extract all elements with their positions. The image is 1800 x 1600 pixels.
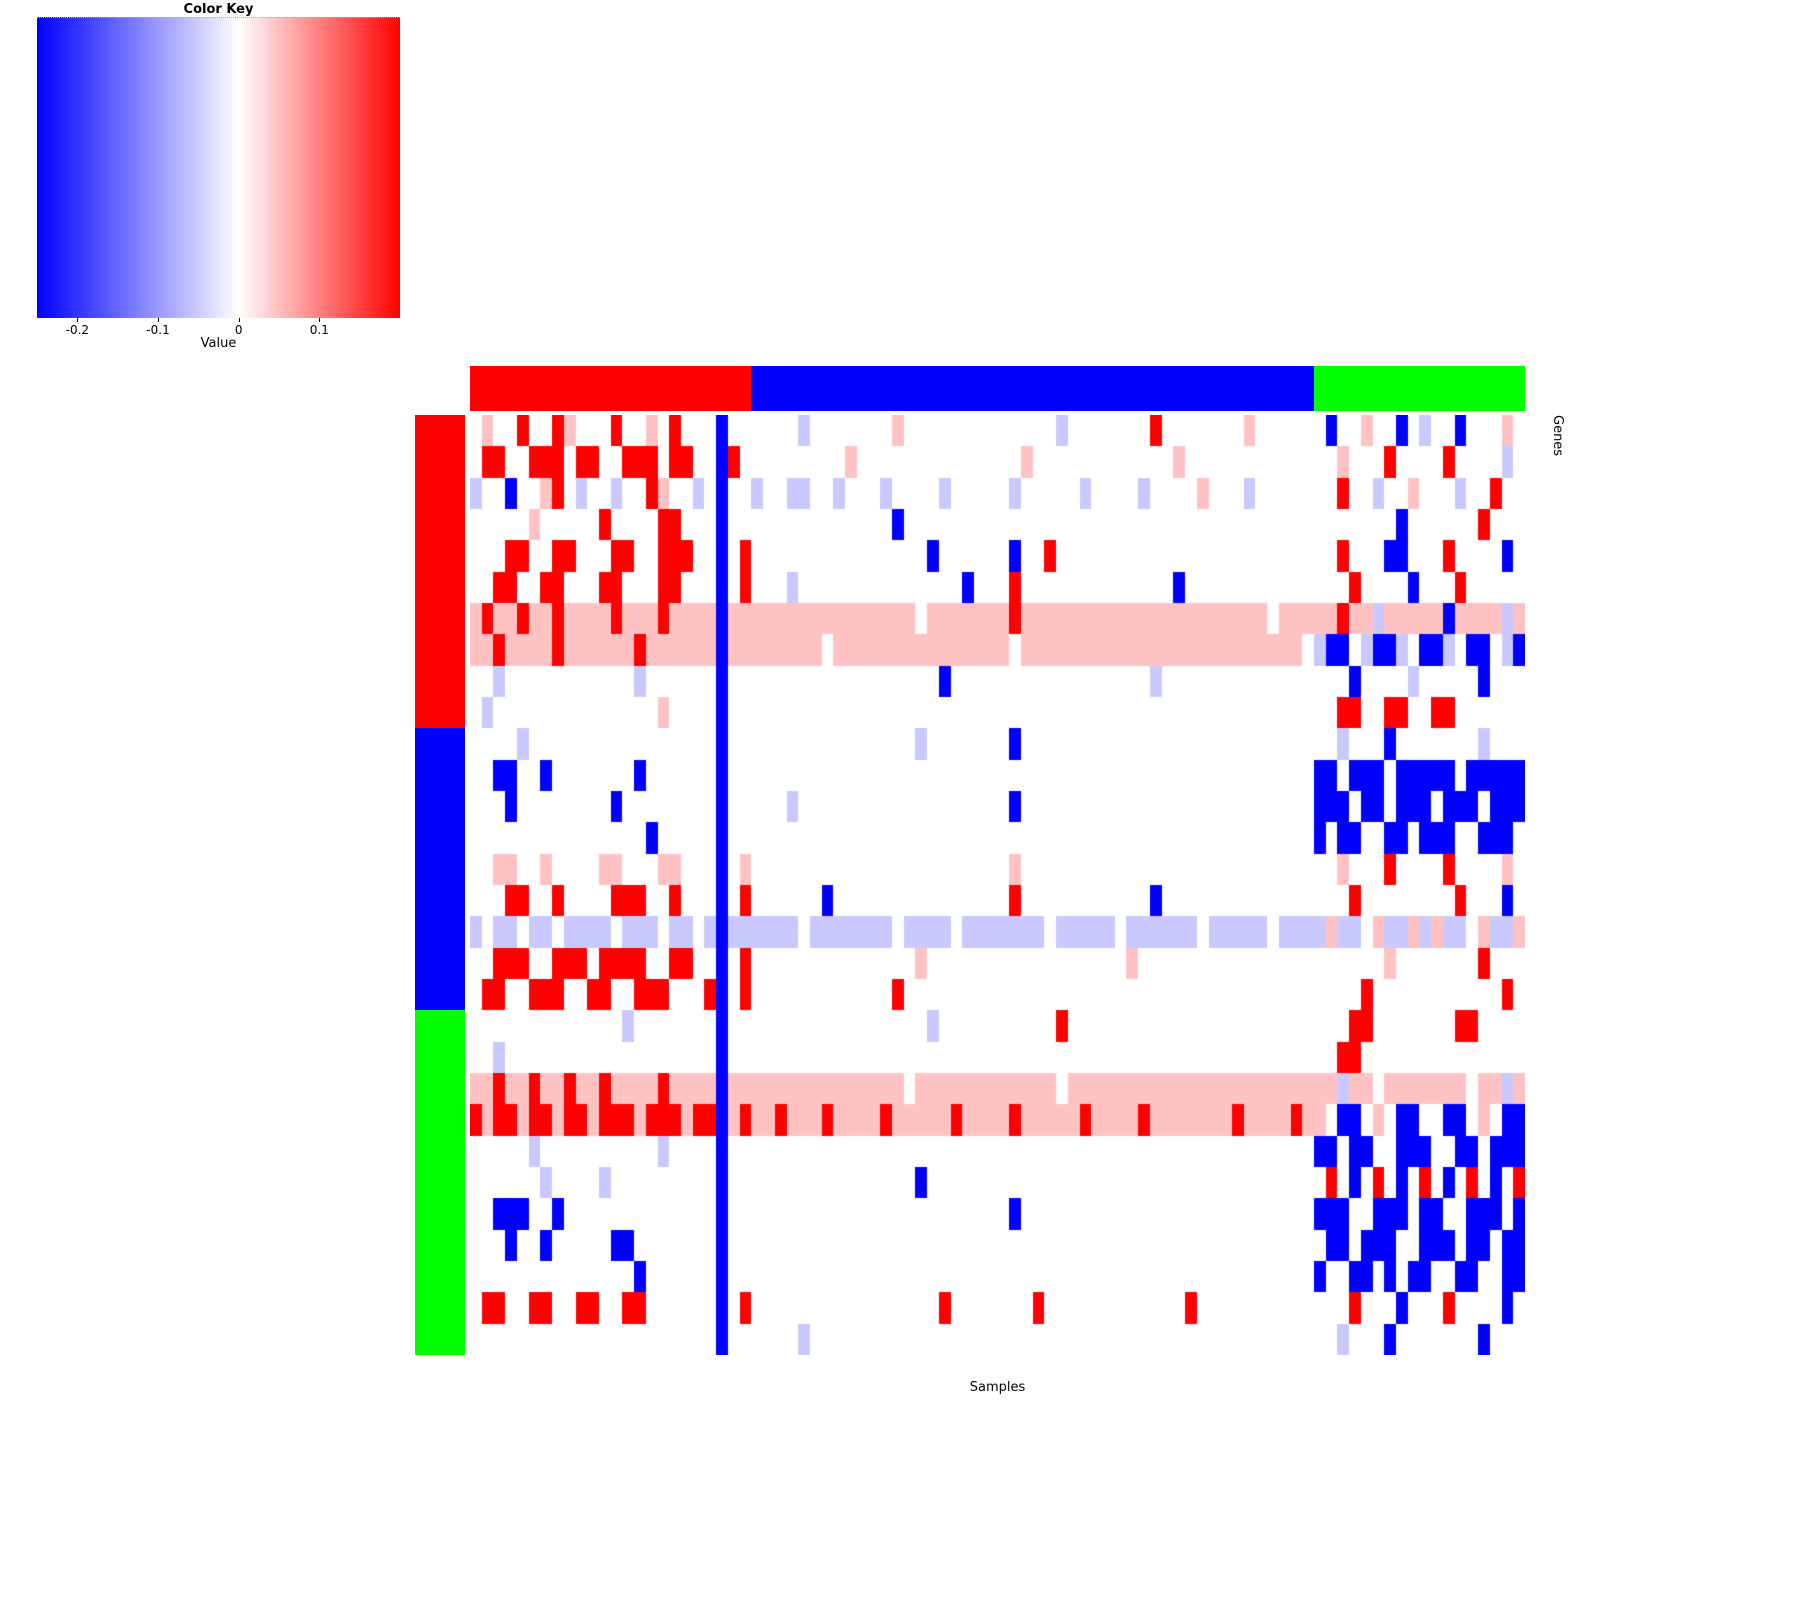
color-key-tick-mark [158, 318, 159, 322]
color-key-tick-label: 0.1 [309, 323, 329, 337]
column-side-colors [470, 366, 1525, 411]
color-key-tick-mark [238, 318, 240, 322]
row-side-colors [415, 415, 465, 1355]
samples-axis-label: Samples [969, 1380, 1026, 1395]
color-key-gradient [37, 17, 400, 318]
column-group-red [470, 366, 752, 411]
genes-axis-label: Genes [1550, 415, 1565, 457]
row-group-green [415, 1010, 465, 1355]
color-key-tick-label: -0.1 [146, 323, 170, 337]
color-key-tick-mark [319, 318, 321, 322]
color-key-tick-label: 0 [234, 323, 243, 337]
row-group-blue [415, 728, 465, 1011]
color-key: Color Key -0.2 -0.1 0 0.1 Value [37, 2, 400, 351]
color-key-axis: -0.2 -0.1 0 0.1 [37, 318, 400, 338]
color-key-xlabel: Value [200, 336, 237, 351]
row-group-red [415, 415, 465, 729]
heatmap-canvas [470, 415, 1525, 1355]
color-key-title: Color Key [183, 2, 254, 17]
color-key-tick-label: -0.2 [65, 323, 90, 337]
column-group-green [1314, 366, 1525, 411]
column-group-blue [751, 366, 1314, 411]
color-key-tick-mark [77, 318, 79, 322]
